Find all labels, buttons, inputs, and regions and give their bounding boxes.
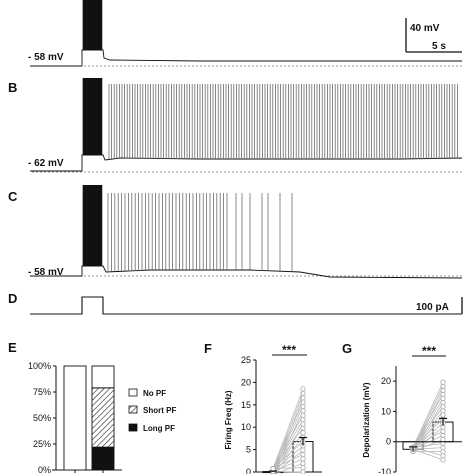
significance-label-f: ***	[282, 343, 296, 357]
scale-bar-time-label: 5 s	[432, 41, 446, 52]
panel-label-d: D	[8, 291, 17, 306]
paired-line	[272, 423, 304, 474]
trace-b	[30, 154, 463, 172]
paired-line	[273, 462, 304, 474]
significance-label-g: ***	[422, 344, 436, 358]
paired-line	[412, 414, 444, 452]
data-point	[300, 460, 306, 466]
spike-burst-b	[82, 78, 103, 155]
paired-line	[412, 447, 444, 450]
current-scale-label: 100 pA	[416, 302, 449, 313]
data-point	[300, 451, 306, 458]
y-tick-label-e: 50%	[33, 413, 51, 423]
panel-label-g: G	[342, 341, 352, 356]
paired-line	[273, 436, 304, 474]
panel-c: C - 58 mV	[8, 185, 463, 279]
paired-lines	[410, 379, 446, 463]
y-tick-label: 5	[246, 445, 251, 455]
y-tick-label-e: 25%	[33, 439, 51, 449]
spike-train-c	[107, 193, 293, 271]
y-tick-label-e: 75%	[33, 387, 51, 397]
y-axis-label-g: Depolarization (mV)	[362, 382, 371, 457]
stacked-bar-segment	[91, 365, 115, 389]
y-ticks-g: -10 0 10 20	[378, 376, 396, 474]
current-step-protocol	[30, 296, 462, 315]
stacked-bars-e	[63, 365, 115, 473]
y-tick-label: 20	[241, 377, 251, 387]
y-tick-label: 10	[241, 422, 251, 432]
paired-line	[412, 402, 444, 452]
legend-e: No PF Short PF Long PF	[128, 388, 176, 433]
resting-potential-label-a: - 58 mV	[28, 52, 64, 63]
y-tick-label-e: 100%	[28, 361, 51, 371]
legend-swatch-short-pf	[128, 405, 138, 414]
paired-line	[272, 458, 304, 472]
y-tick-label: 20	[381, 376, 391, 386]
scale-bar-voltage-label: 40 mV	[410, 23, 440, 34]
y-ticks-f: 0 5 10 15 20 25	[241, 355, 256, 474]
paired-line	[272, 445, 304, 472]
legend-label-no-pf: No PF	[143, 389, 166, 398]
stacked-bar-segment	[63, 365, 87, 471]
paired-line	[412, 426, 444, 452]
stacked-bar-segment	[91, 387, 115, 448]
panel-b: B - 62 mV	[8, 78, 463, 173]
legend-label-long-pf: Long PF	[143, 424, 175, 433]
paired-lines	[270, 386, 306, 474]
y-tick-label: 15	[241, 400, 251, 410]
panel-g: G Depolarization (mV) -10 0 10 20 ***	[342, 341, 462, 474]
legend-swatch-no-pf	[128, 388, 138, 397]
y-tick-label: 25	[241, 355, 251, 365]
paired-line	[273, 449, 304, 474]
spike-burst-c	[82, 185, 103, 266]
spike-burst-c	[82, 185, 103, 266]
panel-label-e: E	[8, 340, 17, 355]
paired-line	[412, 386, 444, 450]
spike-burst-a	[82, 0, 103, 50]
y-tick-label-e: 0%	[38, 465, 51, 474]
y-tick-label: 0	[246, 467, 251, 474]
spike-train-b	[108, 84, 458, 159]
y-ticks-e: 0% 25% 50% 75% 100%	[28, 361, 56, 474]
panel-d: D 100 pA	[8, 291, 463, 315]
stacked-bar-segment	[91, 446, 115, 471]
panel-f: F Firing Freq (Hz) 0 5 10 15 20 25 ***	[204, 341, 322, 474]
paired-line	[272, 388, 304, 469]
panel-label-f: F	[204, 341, 212, 356]
data-point	[300, 469, 306, 474]
paired-line	[412, 382, 444, 448]
bars-g	[396, 379, 462, 463]
panel-e: E 0% 25% 50% 75% 100% No PF Short PF Long PF	[8, 340, 176, 474]
paired-line	[272, 410, 304, 474]
data-point	[270, 466, 276, 472]
resting-potential-label-c: - 58 mV	[28, 267, 64, 278]
paired-line	[272, 406, 304, 472]
y-tick-label: -10	[378, 467, 391, 474]
legend-swatch-long-pf	[128, 423, 138, 432]
y-tick-label: 10	[381, 406, 391, 416]
data-point	[300, 456, 306, 462]
panel-a: - 58 mV 40 mV 5 s	[28, 0, 462, 67]
data-point	[300, 386, 306, 392]
data-point	[300, 465, 306, 471]
bars-f	[262, 386, 314, 474]
panel-label-b: B	[8, 80, 17, 95]
trace-a	[30, 49, 462, 67]
legend-label-short-pf: Short PF	[143, 406, 176, 415]
panel-label-c: C	[8, 189, 18, 204]
y-tick-label: 0	[386, 437, 391, 447]
spike-burst-b	[82, 78, 103, 155]
paired-line	[272, 393, 304, 472]
data-point	[440, 379, 446, 385]
spike-burst-a	[82, 0, 103, 50]
resting-potential-label-b: - 62 mV	[28, 158, 64, 169]
y-axis-label-f: Firing Freq (Hz)	[224, 390, 233, 449]
paired-line	[272, 397, 304, 474]
data-point	[300, 430, 306, 436]
data-point	[300, 447, 306, 453]
